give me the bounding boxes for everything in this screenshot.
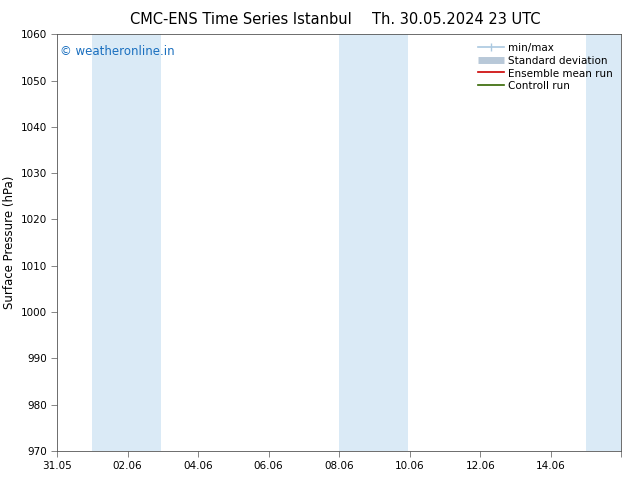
Bar	[93, 34, 162, 451]
Legend: min/max, Standard deviation, Ensemble mean run, Controll run: min/max, Standard deviation, Ensemble me…	[475, 40, 616, 95]
Bar	[586, 34, 621, 451]
Text: CMC-ENS Time Series Istanbul: CMC-ENS Time Series Istanbul	[130, 12, 352, 27]
Text: © weatheronline.in: © weatheronline.in	[60, 45, 174, 58]
Y-axis label: Surface Pressure (hPa): Surface Pressure (hPa)	[3, 176, 16, 309]
Text: Th. 30.05.2024 23 UTC: Th. 30.05.2024 23 UTC	[372, 12, 541, 27]
Bar	[339, 34, 408, 451]
